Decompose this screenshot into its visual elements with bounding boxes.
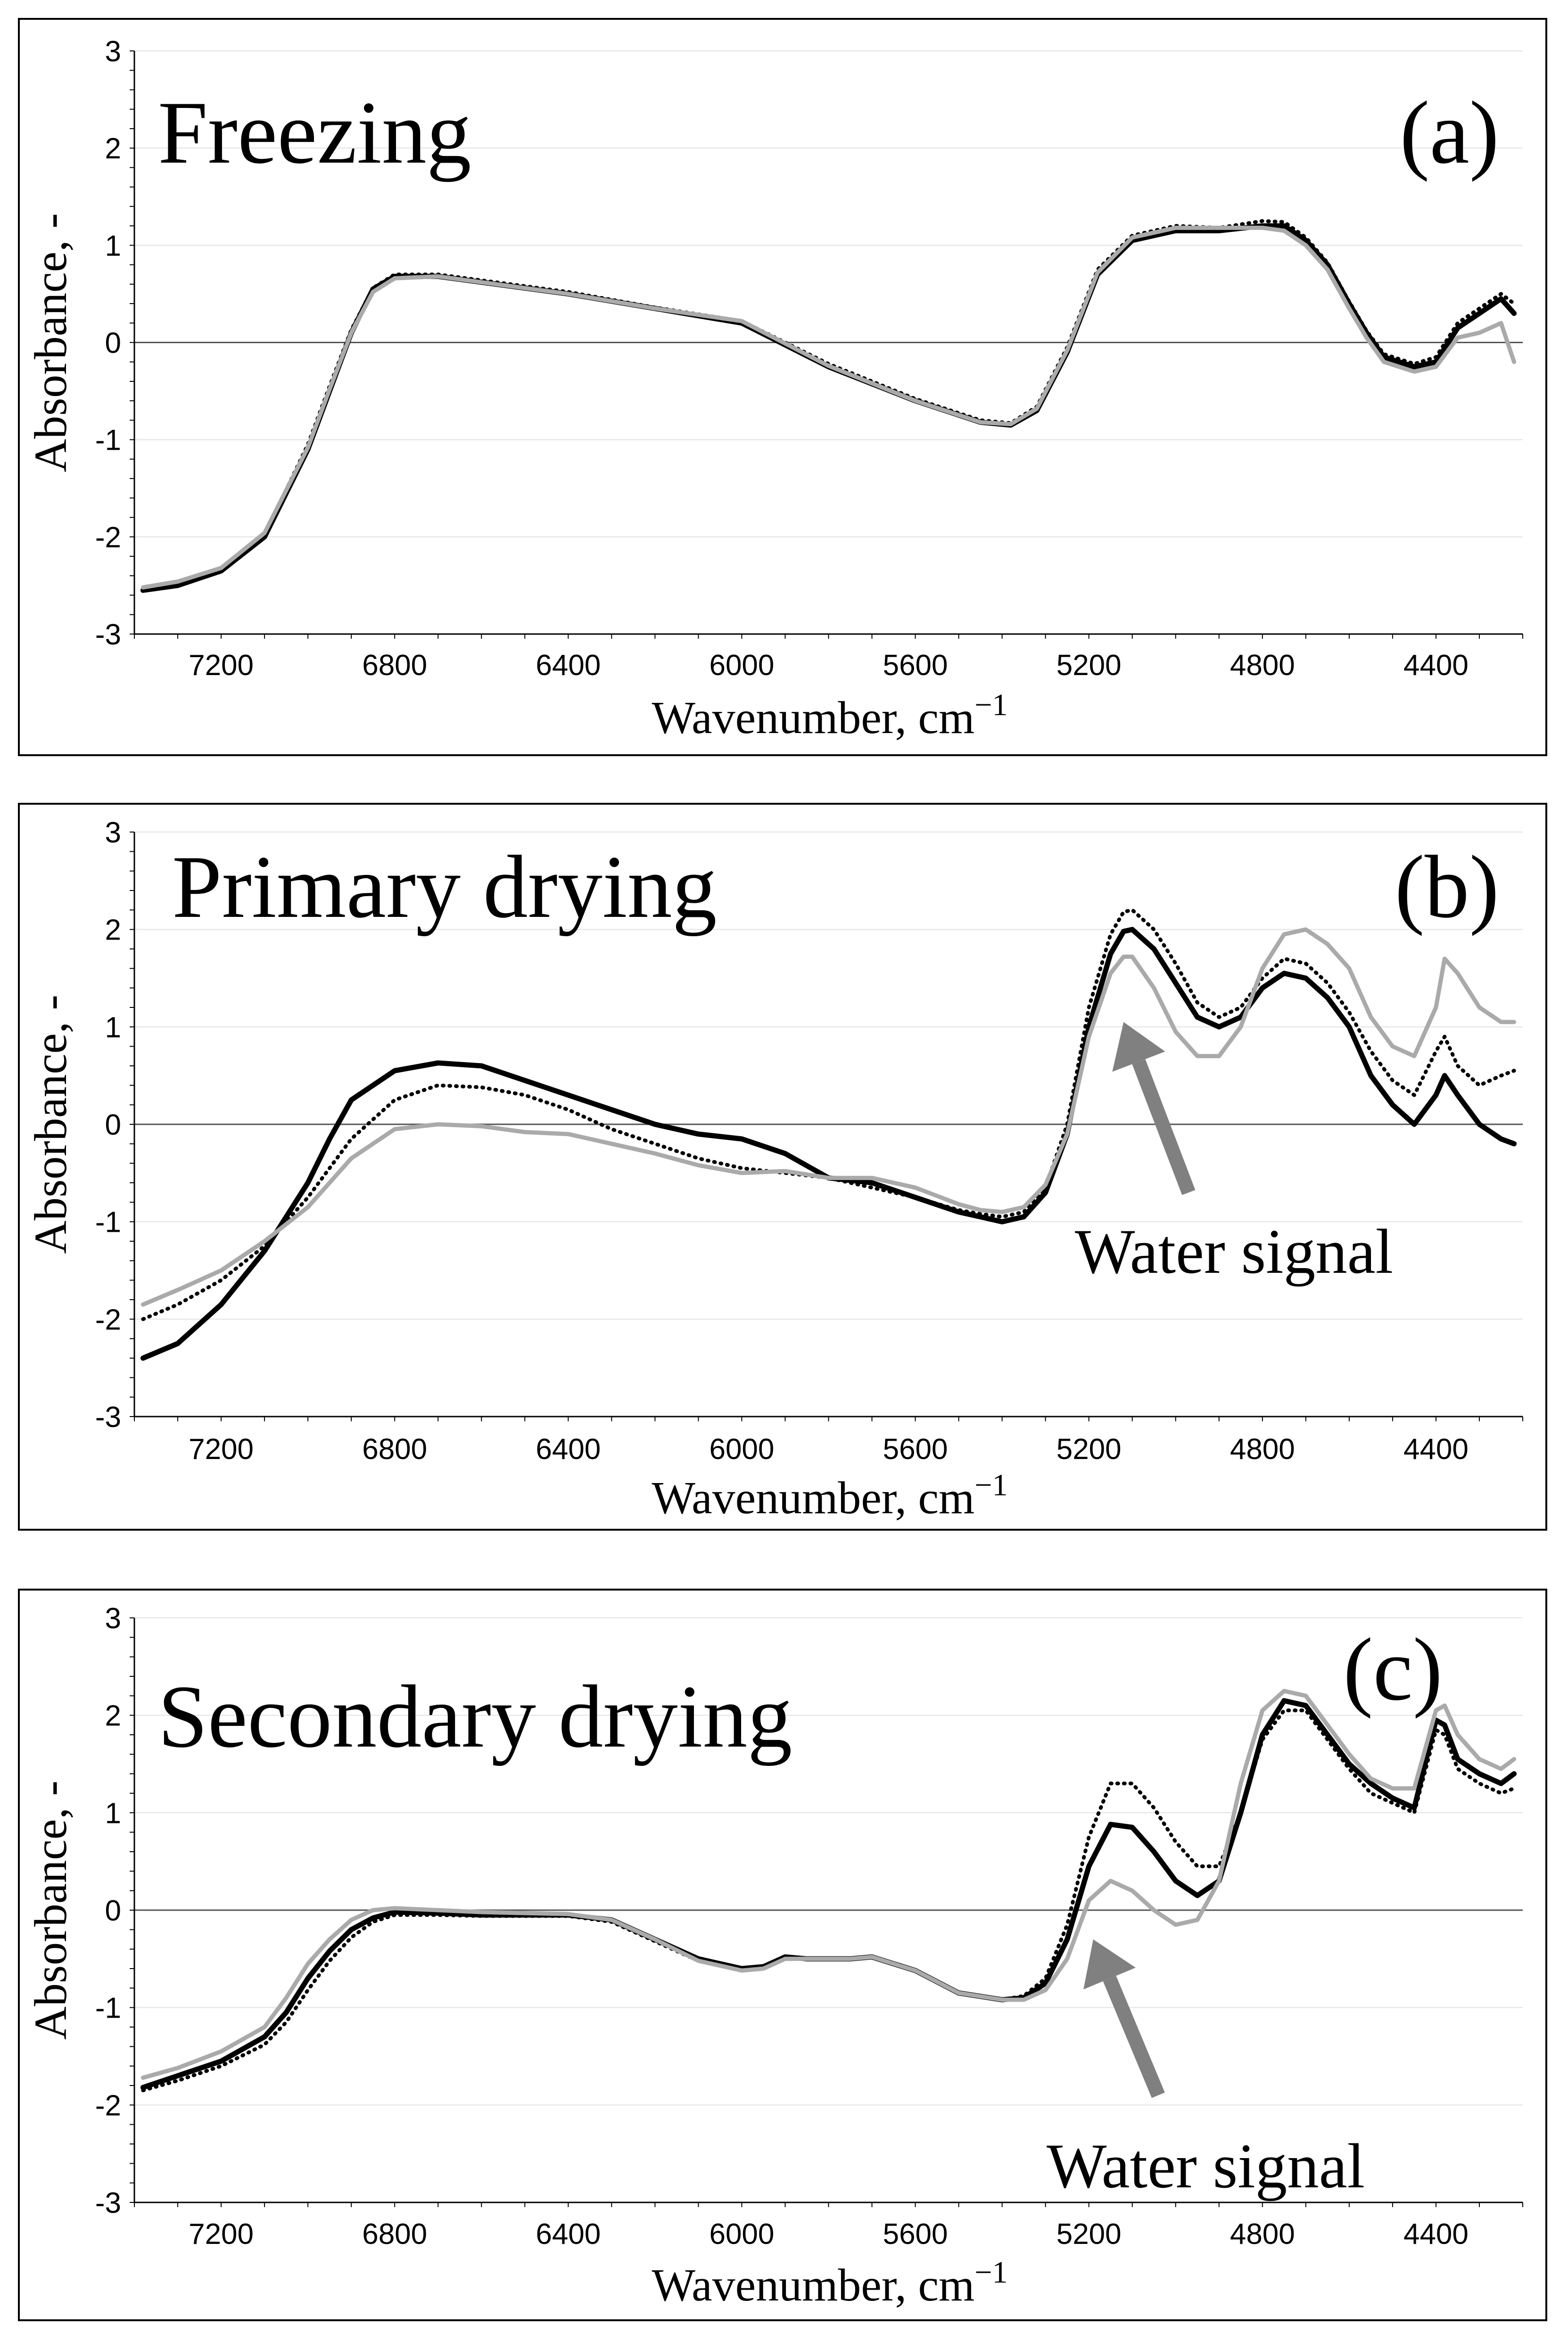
y-tick-label: 1 <box>105 230 121 262</box>
y-axis-label: Absorbance, - <box>25 213 76 472</box>
y-tick-label: 2 <box>105 914 121 947</box>
y-tick-label: 0 <box>105 1109 121 1141</box>
x-axis-label-text: Wavenumber, cm <box>652 2260 974 2311</box>
series-line-black-dotted <box>141 1708 1516 2093</box>
y-tick-label: -2 <box>95 1303 121 1336</box>
y-tick-label: -3 <box>95 1401 121 1434</box>
x-tick-label: 4800 <box>1230 2218 1295 2251</box>
x-tick-label: 5200 <box>1056 649 1122 682</box>
panel-letter: (c) <box>1343 1620 1443 1719</box>
panel-title: Primary drying <box>172 838 717 937</box>
x-tick-label: 7200 <box>189 1433 254 1466</box>
annotation-text: Water signal <box>1047 2131 1365 2201</box>
panel-c-frame <box>18 1589 1547 2321</box>
annotation-text: Water signal <box>1075 1217 1393 1287</box>
annotation-arrow-head <box>1083 1939 1136 1990</box>
y-tick-label: -1 <box>95 424 121 457</box>
x-axis-label-sup: −1 <box>974 688 1007 722</box>
x-tick-label: 5200 <box>1056 1433 1122 1466</box>
x-axis-label: Wavenumber, cm−1 <box>652 1468 1007 1524</box>
panel-c: 3 2 1 0 -1 -2 -3 7200 6800 6400 6000 5600 5200 4800 44… <box>25 1602 1523 2311</box>
y-tick-label: 2 <box>105 1700 121 1732</box>
y-tick-label: 3 <box>105 35 121 68</box>
annotation-arrow-head <box>1112 1022 1165 1072</box>
x-tick-label: 4400 <box>1403 2218 1469 2251</box>
y-tick-label: 0 <box>105 327 121 360</box>
x-tick-label: 6800 <box>362 1433 427 1466</box>
series-line-gray-solid <box>140 225 1517 590</box>
x-tick-label: 7200 <box>189 649 254 682</box>
panel-title: Secondary drying <box>158 1667 792 1766</box>
x-tick-label: 6000 <box>709 649 774 682</box>
x-tick-label: 4400 <box>1403 1433 1469 1466</box>
x-axis-label: Wavenumber, cm−1 <box>652 2255 1007 2311</box>
y-tick-label: -2 <box>95 2089 121 2122</box>
x-axis-label-text: Wavenumber, cm <box>652 1473 974 1524</box>
series-line-gray-solid <box>140 1689 1517 2080</box>
x-tick-label: 4400 <box>1403 649 1469 682</box>
x-tick-label: 6800 <box>362 649 427 682</box>
x-axis-label-sup: −1 <box>974 2255 1007 2290</box>
x-tick-label: 7200 <box>189 2218 254 2251</box>
x-tick-label: 6800 <box>362 2218 427 2251</box>
y-tick-label: -1 <box>95 1992 121 2025</box>
panel-letter: (a) <box>1400 83 1499 182</box>
annotation-arrow-shaft <box>1132 1059 1196 1195</box>
panel-a: 3 2 1 0 -1 -2 -3 7200 6800 6400 6000 5600 5200 4800 44… <box>25 35 1523 743</box>
x-tick-label: 6400 <box>536 1433 601 1466</box>
panel-b: 3 2 1 0 -1 -2 -3 7200 6800 6400 6000 5600 5200 4800 44… <box>25 816 1523 1524</box>
x-axis-label-text: Wavenumber, cm <box>652 692 974 743</box>
y-tick-label: 1 <box>105 1797 121 1830</box>
y-tick-label: 3 <box>105 816 121 849</box>
x-axis-label: Wavenumber, cm−1 <box>652 688 1007 743</box>
y-tick-label: 0 <box>105 1895 121 1927</box>
series-line-black-solid <box>140 927 1517 1361</box>
x-tick-label: 4800 <box>1230 1433 1295 1466</box>
panel-title: Freezing <box>158 83 471 182</box>
y-tick-label: 1 <box>105 1011 121 1044</box>
x-tick-label: 6000 <box>709 2218 774 2251</box>
x-tick-label: 4800 <box>1230 649 1295 682</box>
y-axis-label: Absorbance, - <box>25 1781 76 2040</box>
x-axis-label-sup: −1 <box>974 1468 1007 1502</box>
y-tick-label: -2 <box>95 521 121 554</box>
series-line-gray-solid <box>140 927 1517 1307</box>
x-tick-label: 5600 <box>883 649 948 682</box>
panel-b-frame <box>18 803 1547 1531</box>
annotation-arrow-shaft <box>1103 1976 1165 2098</box>
panel-a-frame <box>18 18 1547 756</box>
y-axis-label: Absorbance, - <box>25 995 76 1254</box>
y-tick-label: 2 <box>105 132 121 165</box>
x-tick-label: 6000 <box>709 1433 774 1466</box>
y-tick-label: -1 <box>95 1206 121 1239</box>
x-tick-label: 5200 <box>1056 2218 1122 2251</box>
y-tick-label: 3 <box>105 1602 121 1635</box>
x-tick-label: 6400 <box>536 2218 601 2251</box>
panel-letter: (b) <box>1395 838 1499 937</box>
y-tick-label: -3 <box>95 2187 121 2219</box>
y-tick-label: -3 <box>95 618 121 651</box>
x-tick-label: 5600 <box>883 2218 948 2251</box>
x-tick-label: 5600 <box>883 1433 948 1466</box>
x-tick-label: 6400 <box>536 649 601 682</box>
